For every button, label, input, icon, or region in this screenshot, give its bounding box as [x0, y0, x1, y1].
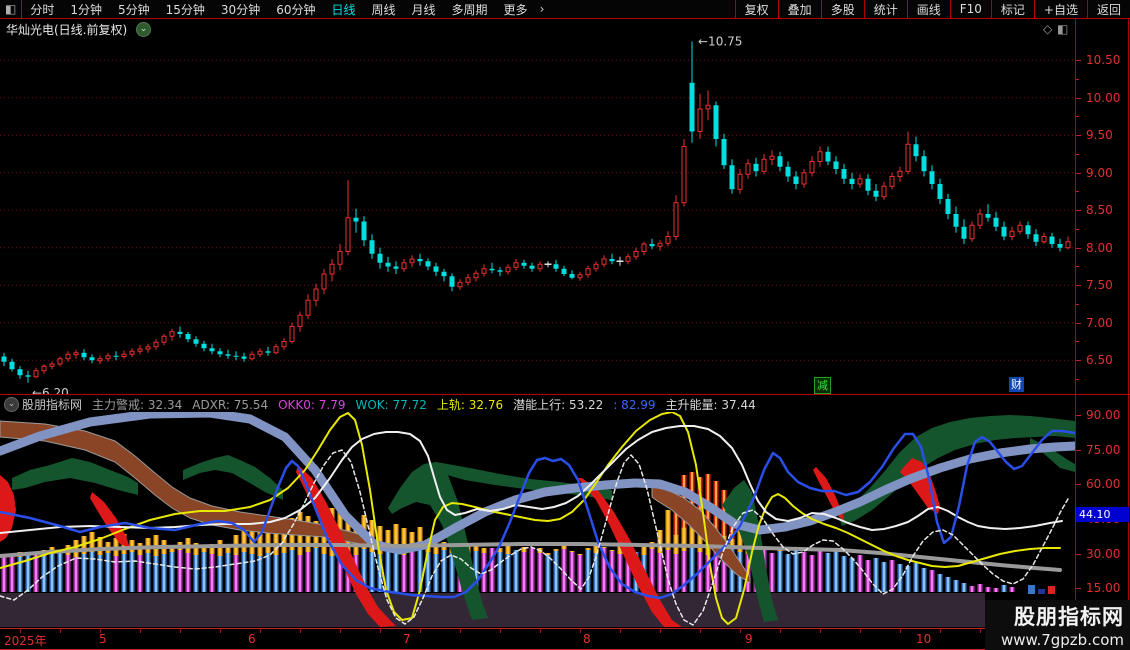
indicator-field: 主力警戒: 32.34	[92, 398, 183, 412]
indicator-field: OKK0: 7.79	[278, 398, 346, 412]
indicator-axis-label: 15.00	[1086, 581, 1121, 596]
indicator-field: ADXR: 75.54	[192, 398, 269, 412]
period-tab[interactable]: 日线	[331, 2, 356, 17]
period-tab[interactable]: 多周期	[451, 2, 488, 17]
indicator-field: 潜能上行: 53.22	[513, 398, 604, 412]
toolbar-button[interactable]: 画线	[906, 0, 950, 18]
toolbar-button[interactable]: 标记	[990, 0, 1034, 18]
indicator-field: 上轨: 32.76	[436, 398, 504, 412]
toolbar-button[interactable]: 统计	[863, 0, 907, 18]
indicator-field: : 82.99	[613, 398, 656, 412]
month-label: 10	[916, 632, 932, 646]
stock-title: 华灿光电(日线.前复权)	[6, 23, 128, 37]
toolbar-button[interactable]: 叠加	[777, 0, 821, 18]
title-row: 华灿光电(日线.前复权) ⌄ ◇ ◧	[0, 19, 1130, 38]
watermark-url: www.7gpzb.com	[1001, 631, 1124, 649]
month-label: 5	[99, 632, 107, 646]
price-axis-label: 10.50	[1086, 53, 1121, 68]
period-tab[interactable]: 更多	[503, 2, 528, 17]
month-label: 9	[745, 632, 753, 646]
period-tab[interactable]: 15分钟	[165, 2, 205, 17]
indicator-axis-label: 75.00	[1086, 442, 1121, 457]
price-axis-label: 8.50	[1086, 203, 1113, 218]
indicator-values: 股朋指标网 主力警戒: 32.34 ADXR: 75.54 OKK0: 7.79 WOK…	[22, 396, 766, 413]
toolbar-actions: 复权 叠加 多股 统计 画线 F10 标记 +自选 返回	[734, 0, 1130, 18]
price-axis-label: 9.00	[1086, 165, 1113, 180]
price-axis-label: 8.00	[1086, 240, 1113, 255]
period-tab[interactable]: 30分钟	[220, 2, 261, 17]
panel-toggle-icon[interactable]: ◧	[0, 0, 23, 18]
white-line	[0, 425, 1063, 534]
period-tab[interactable]: 月线	[411, 2, 436, 17]
collapse-icon[interactable]: ⌄	[4, 397, 19, 412]
price-axis-label: 7.50	[1086, 278, 1113, 293]
reduce-holdings-badge[interactable]: 减	[814, 377, 831, 394]
blue-line	[0, 429, 1075, 600]
month-label: 7	[403, 632, 411, 646]
indicator-source: 股朋指标网	[22, 398, 83, 412]
watermark: 股朋指标网 www.7gpzb.com	[985, 600, 1130, 650]
toolbar-button[interactable]: 复权	[734, 0, 778, 18]
watermark-site-name: 股朋指标网	[1014, 605, 1124, 629]
finance-report-badge[interactable]: 财	[1009, 377, 1024, 392]
indicator-axis-label: 30.00	[1086, 546, 1121, 561]
gray-line	[0, 542, 1062, 572]
yellow-line	[0, 412, 1061, 625]
toolbar-button[interactable]: 多股	[820, 0, 864, 18]
indicator-field: 主升能量: 37.44	[665, 398, 756, 412]
period-tab[interactable]: 60分钟	[276, 2, 316, 17]
period-toolbar: ◧ 分时 1分钟 5分钟 15分钟 30分钟 60分钟 日线 周线 月线 多周期 更多 › 复权 叠加…	[0, 0, 1130, 19]
indicator-header: ⌄ 股朋指标网 主力警戒: 32.34 ADXR: 75.54 OKK0: 7.79 W…	[0, 395, 1075, 412]
date-axis[interactable]: 2025年 5 6 7 8 9 10	[0, 628, 1130, 650]
price-axis-label: 6.50	[1086, 353, 1113, 368]
chevron-down-icon[interactable]: ⌄	[136, 22, 151, 37]
steel-band	[0, 412, 1075, 555]
period-tab[interactable]: 周线	[371, 2, 396, 17]
indicator-panel[interactable]	[0, 412, 1075, 627]
candlestick-chart[interactable]: ←10.75 ←6.20	[0, 28, 1075, 394]
toolbar-button[interactable]: +自选	[1033, 0, 1087, 18]
year-label: 2025年	[4, 634, 47, 648]
price-axis-label: 10.00	[1086, 90, 1121, 105]
white-dashed	[0, 449, 1069, 626]
price-annotation: ←10.75	[698, 35, 742, 49]
period-tabs: 分时 1分钟 5分钟 15分钟 30分钟 60分钟 日线 周线 月线 多周期 更多	[22, 1, 535, 18]
period-tab[interactable]: 5分钟	[118, 2, 150, 17]
period-tab[interactable]: 1分钟	[70, 2, 102, 17]
toolbar-button[interactable]: F10	[949, 0, 991, 18]
price-annotation: ←6.20	[32, 386, 69, 394]
indicator-axis-label: 60.00	[1086, 477, 1121, 492]
diamond-icon[interactable]: ◇	[1043, 22, 1053, 36]
layout-icon[interactable]: ◧	[1057, 22, 1069, 36]
price-axis-label: 7.00	[1086, 315, 1113, 330]
current-value-badge: 44.10	[1076, 507, 1129, 522]
month-label: 6	[248, 632, 256, 646]
indicator-axis-label: 90.00	[1086, 408, 1121, 422]
month-label: 8	[583, 632, 591, 646]
period-tab[interactable]: 分时	[30, 2, 55, 17]
indicator-field: WOK: 77.72	[355, 398, 427, 412]
more-arrow-icon[interactable]: ›	[539, 2, 545, 16]
toolbar-button[interactable]: 返回	[1086, 0, 1130, 18]
price-axis-label: 9.50	[1086, 128, 1113, 143]
